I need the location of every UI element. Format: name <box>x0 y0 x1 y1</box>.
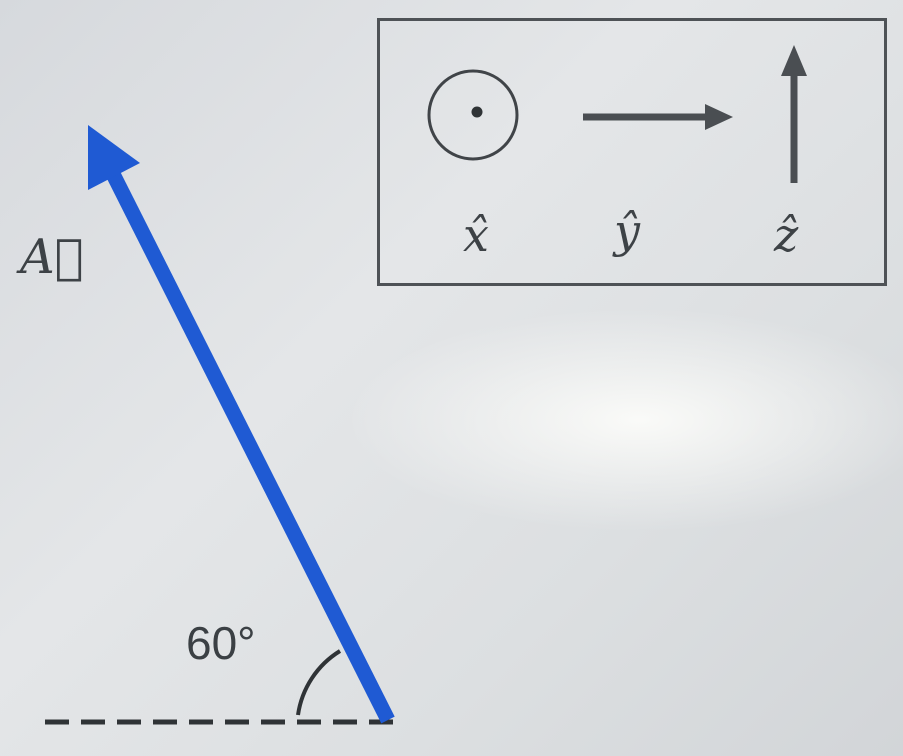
dot-center <box>471 106 483 118</box>
vector-a-arrowhead <box>88 125 140 190</box>
arrow-up-head <box>781 45 807 76</box>
vector-a-shaft <box>105 168 395 724</box>
x-hat-label: x̂ <box>463 208 489 262</box>
vector-a-label: A⃗ <box>20 229 84 285</box>
out-of-page-dot-icon <box>427 69 519 161</box>
z-hat-label: ẑ <box>774 208 799 262</box>
arrow-right-head <box>705 104 733 130</box>
angle-arc <box>296 649 342 716</box>
unit-vector-legend <box>377 18 887 286</box>
angle-label: 60° <box>186 617 256 669</box>
y-hat-label: ŷ <box>614 204 640 258</box>
